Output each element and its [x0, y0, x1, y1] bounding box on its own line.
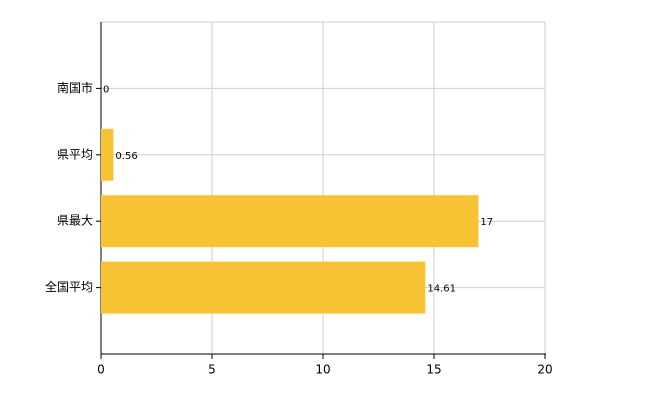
bar: [101, 128, 114, 181]
x-tick-label: 0: [97, 363, 105, 377]
bar: [101, 195, 479, 248]
y-tick-label: 南国市: [57, 80, 93, 95]
y-tick-label: 全国平均: [45, 279, 93, 294]
x-tick-label: 15: [426, 363, 441, 377]
value-label: 14.61: [427, 284, 456, 295]
value-label: 17: [480, 217, 493, 228]
bar: [101, 261, 426, 314]
y-tick-label: 県最大: [57, 214, 93, 228]
value-label: 0: [103, 84, 109, 95]
value-label: 0.56: [115, 151, 137, 162]
y-tick-label: 県平均: [57, 147, 93, 161]
x-tick-label: 20: [537, 363, 552, 377]
x-tick-label: 10: [315, 363, 330, 377]
x-tick-label: 5: [208, 363, 216, 377]
